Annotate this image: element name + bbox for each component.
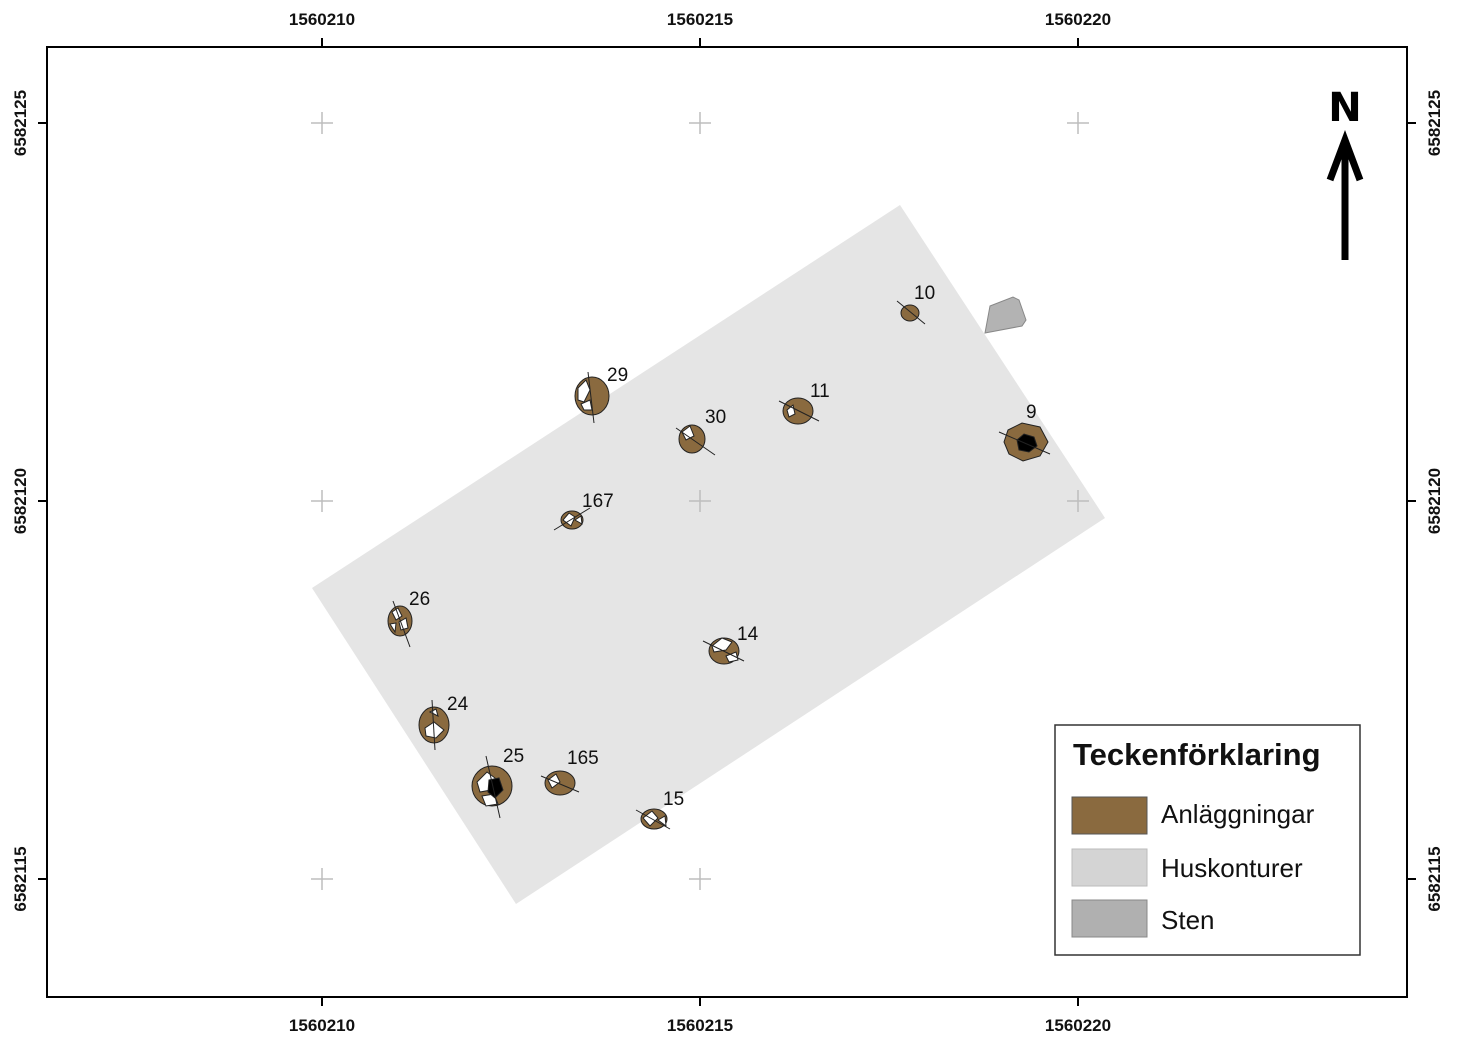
legend-label-anlaggningar: Anläggningar xyxy=(1161,799,1315,829)
legend-swatch-huskonturer xyxy=(1071,848,1148,887)
feature-label: 24 xyxy=(447,694,469,715)
feature-label: 167 xyxy=(582,491,614,512)
legend-swatch-sten xyxy=(1071,899,1148,938)
legend-swatch-anlaggningar xyxy=(1071,796,1148,835)
feature-14: 14 xyxy=(702,624,759,665)
feature-label: 26 xyxy=(409,589,430,610)
top-tick-label: 1560220 xyxy=(1045,10,1111,29)
feature-label: 29 xyxy=(607,365,628,386)
stone xyxy=(984,296,1027,334)
left-tick-label: 6582125 xyxy=(11,90,30,156)
feature-29: 29 xyxy=(574,365,628,424)
feature-label: 14 xyxy=(737,624,759,645)
right-tick-label: 6582125 xyxy=(1425,90,1444,156)
left-tick-label: 6582120 xyxy=(11,468,30,534)
bottom-tick-label: 1560220 xyxy=(1045,1016,1111,1035)
feature-15: 15 xyxy=(635,789,684,830)
top-axis xyxy=(321,38,1079,47)
house-outline xyxy=(312,205,1105,904)
feature-label: 11 xyxy=(810,381,830,402)
feature-10: 10 xyxy=(896,283,935,325)
feature-label: 30 xyxy=(705,407,726,428)
top-tick-label: 1560210 xyxy=(289,10,355,29)
feature-label: 25 xyxy=(503,746,524,767)
right-tick-label: 6582115 xyxy=(1425,846,1444,911)
left-tick-label: 6582115 xyxy=(11,846,30,911)
right-tick-label: 6582120 xyxy=(1425,468,1444,534)
features: 10 29 11 30 9 xyxy=(387,283,1051,830)
feature-165: 165 xyxy=(540,748,599,796)
bottom-tick-label: 1560215 xyxy=(667,1016,733,1035)
feature-label: 165 xyxy=(567,748,599,769)
grid-crosses xyxy=(311,112,1089,890)
feature-label: 9 xyxy=(1026,402,1037,423)
top-tick-label: 1560215 xyxy=(667,10,733,29)
legend-title: Teckenförklaring xyxy=(1073,737,1321,772)
north-arrow: N xyxy=(1326,85,1364,260)
feature-11: 11 xyxy=(778,381,830,425)
legend-label-sten: Sten xyxy=(1161,905,1215,935)
feature-label: 10 xyxy=(914,283,935,304)
right-axis xyxy=(1407,122,1416,880)
north-label: N xyxy=(1328,85,1361,131)
feature-25: 25 xyxy=(471,746,524,819)
bottom-axis xyxy=(321,997,1079,1006)
feature-30: 30 xyxy=(675,407,726,456)
feature-24: 24 xyxy=(418,694,469,751)
legend: Teckenförklaring Anläggningar Huskonture… xyxy=(1054,724,1361,956)
feature-26: 26 xyxy=(387,589,430,648)
legend-label-huskonturer: Huskonturer xyxy=(1161,853,1303,883)
left-axis xyxy=(38,122,47,880)
feature-9: 9 xyxy=(998,402,1051,462)
feature-167: 167 xyxy=(553,491,614,531)
bottom-tick-label: 1560210 xyxy=(289,1016,355,1035)
feature-label: 15 xyxy=(663,789,684,810)
